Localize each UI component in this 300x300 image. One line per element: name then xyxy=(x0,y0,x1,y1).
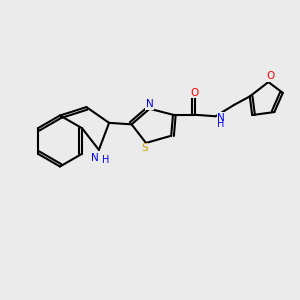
Text: S: S xyxy=(141,143,148,153)
Text: H: H xyxy=(103,155,110,165)
Text: N: N xyxy=(91,153,99,163)
Text: N: N xyxy=(217,113,225,123)
Text: O: O xyxy=(267,71,275,81)
Text: H: H xyxy=(217,119,225,129)
Text: O: O xyxy=(190,88,199,98)
Text: N: N xyxy=(146,99,154,109)
